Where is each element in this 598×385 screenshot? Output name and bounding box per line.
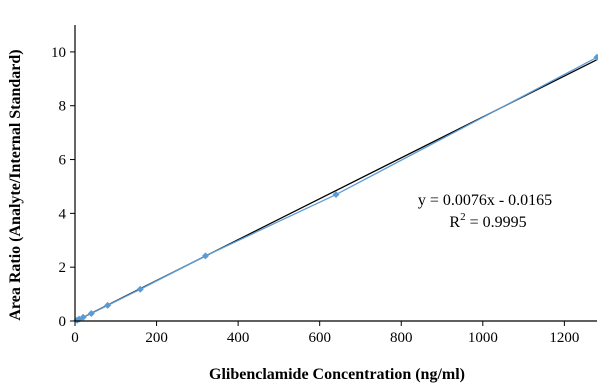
x-tick-label: 800 <box>390 330 413 346</box>
y-tick-label: 10 <box>51 45 66 61</box>
y-tick-label: 4 <box>59 206 67 222</box>
data-point <box>104 301 112 309</box>
x-tick-label: 400 <box>227 330 250 346</box>
r-squared-prefix: R <box>449 214 460 231</box>
y-axis-title: Area Ratio (Analyte/Internal Standard) <box>7 49 24 320</box>
data-point <box>136 285 144 293</box>
data-point <box>202 252 209 260</box>
x-tick-label: 1200 <box>549 330 579 346</box>
data-point <box>79 313 87 321</box>
equation-label: y = 0.0076x - 0.0165 <box>418 192 552 209</box>
x-tick-label: 200 <box>145 330 168 346</box>
plot-area <box>73 53 598 324</box>
y-tick-label: 2 <box>59 260 67 276</box>
data-point <box>87 309 95 317</box>
data-point <box>332 191 340 199</box>
x-tick-label: 0 <box>71 330 79 346</box>
x-tick-label: 600 <box>308 330 331 346</box>
r-squared-label: R2 = 0.9995 <box>449 211 526 231</box>
y-tick-label: 6 <box>59 153 67 169</box>
x-axis-title: Glibenclamide Concentration (ng/ml) <box>209 366 465 383</box>
axes: 0 2 4 6 8 10 0 200 400 600 800 1000 1200 <box>51 25 597 346</box>
r-squared-superscript: 2 <box>460 211 466 223</box>
y-tick-label: 8 <box>59 99 67 115</box>
y-tick-label: 0 <box>59 314 67 330</box>
x-tick-label: 1000 <box>468 330 498 346</box>
data-point <box>593 53 598 61</box>
r-squared-value: = 0.9995 <box>466 214 527 231</box>
